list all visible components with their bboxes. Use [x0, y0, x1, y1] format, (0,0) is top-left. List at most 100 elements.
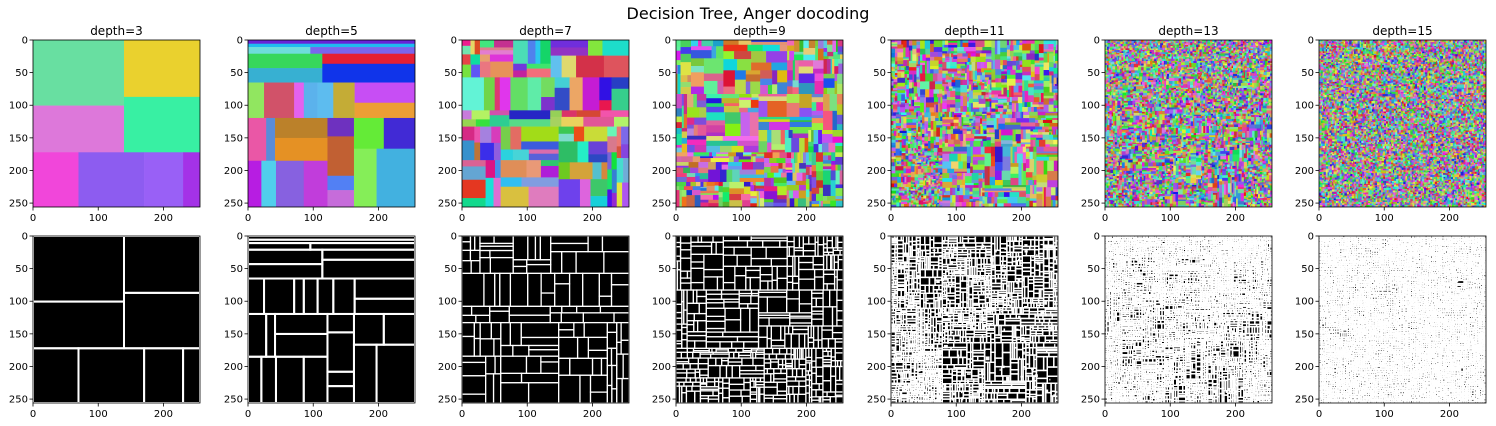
leaf-region — [893, 82, 898, 85]
leaf-region — [991, 82, 996, 88]
leaf-region — [982, 114, 986, 120]
leaf-region — [972, 169, 985, 174]
leaf-region — [687, 144, 695, 153]
leaf-region — [916, 61, 919, 65]
leaf-region — [777, 70, 788, 83]
leaf-region — [985, 84, 988, 87]
leaf-region — [891, 93, 896, 96]
leaf-region — [1016, 56, 1019, 61]
leaf-region — [966, 131, 972, 135]
leaf-region — [972, 83, 975, 86]
leaf-region — [927, 161, 930, 165]
top-panel-depth-11-ytick-label: 250 — [867, 199, 886, 210]
leaf-region — [891, 187, 894, 189]
leaf-region — [676, 147, 683, 153]
leaf-region — [902, 128, 907, 132]
leaf-region — [773, 199, 787, 204]
leaf-region — [816, 193, 824, 202]
leaf-region — [722, 136, 759, 142]
leaf-region — [902, 184, 907, 188]
leaf-region — [1000, 52, 1008, 57]
leaf-region — [923, 161, 927, 164]
leaf-region — [940, 181, 943, 185]
leaf-region — [462, 45, 471, 55]
leaf-region — [995, 114, 1001, 119]
leaf-region — [969, 200, 976, 203]
leaf-region — [920, 135, 923, 141]
leaf-region — [767, 172, 775, 179]
leaf-region — [980, 123, 983, 127]
leaf-region — [908, 155, 913, 160]
leaf-region — [986, 53, 992, 56]
leaf-region — [1045, 144, 1051, 147]
leaf-region — [971, 173, 979, 181]
leaf-region — [1016, 111, 1021, 119]
leaf-region — [526, 68, 551, 78]
leaf-region — [706, 112, 726, 121]
leaf-region — [690, 181, 697, 187]
leaf-region — [899, 202, 902, 207]
leaf-region — [950, 104, 956, 108]
leaf-region — [897, 66, 900, 71]
leaf-region — [910, 141, 913, 145]
leaf-region — [933, 175, 936, 178]
leaf-region — [980, 146, 985, 155]
leaf-region — [723, 103, 740, 107]
leaf-region — [1043, 40, 1054, 44]
leaf-region — [938, 157, 941, 161]
leaf-region — [991, 185, 1004, 189]
leaf-region — [938, 205, 941, 207]
leaf-region — [942, 70, 949, 74]
leaf-region — [894, 40, 898, 43]
leaf-region — [599, 100, 612, 111]
leaf-region — [917, 180, 920, 185]
leaf-region — [935, 204, 938, 207]
leaf-region — [462, 64, 472, 78]
leaf-region — [676, 181, 687, 187]
leaf-region — [984, 153, 992, 167]
leaf-region — [976, 81, 981, 84]
leaf-region — [1036, 151, 1058, 154]
leaf-region — [907, 202, 910, 207]
leaf-region — [732, 169, 740, 183]
leaf-region — [573, 126, 585, 142]
leaf-region — [910, 171, 915, 178]
leaf-region — [969, 194, 973, 197]
leaf-region — [1006, 89, 1010, 98]
leaf-region — [934, 97, 939, 103]
leaf-region — [982, 203, 985, 207]
leaf-region — [694, 117, 707, 126]
leaf-region — [936, 157, 939, 161]
leaf-region — [462, 198, 486, 207]
leaf-region — [917, 145, 921, 150]
leaf-region — [965, 67, 967, 74]
leaf-region — [930, 112, 936, 117]
leaf-region — [934, 196, 938, 200]
leaf-region — [782, 168, 786, 173]
leaf-region — [940, 136, 943, 140]
leaf-region — [1034, 50, 1040, 54]
leaf-region — [718, 197, 723, 207]
leaf-region — [936, 127, 941, 137]
leaf-region — [1034, 74, 1040, 81]
leaf-region — [935, 104, 939, 113]
leaf-region — [805, 161, 812, 166]
leaf-region — [927, 175, 930, 179]
leaf-region — [737, 59, 752, 71]
leaf-region — [1002, 65, 1008, 70]
leaf-region — [958, 195, 964, 203]
top-panel-depth-5-xtick-label: 200 — [369, 213, 388, 224]
leaf-region — [1043, 86, 1050, 93]
leaf-region — [928, 180, 931, 185]
leaf-region — [906, 40, 910, 48]
leaf-region — [681, 94, 685, 106]
leaf-region — [1048, 104, 1054, 113]
leaf-region — [1043, 51, 1048, 54]
leaf-region — [831, 152, 836, 162]
leaf-region — [945, 53, 950, 57]
leaf-region — [248, 47, 311, 55]
leaf-region — [1001, 84, 1008, 88]
leaf-region — [809, 201, 812, 207]
leaf-region — [932, 202, 935, 206]
leaf-region — [823, 110, 833, 131]
